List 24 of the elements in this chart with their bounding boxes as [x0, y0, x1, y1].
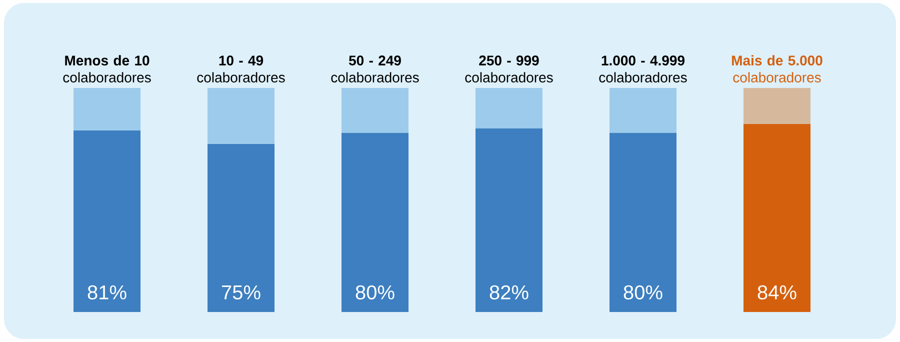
bar	[476, 88, 542, 128]
bar	[743, 88, 810, 124]
bar	[610, 88, 676, 133]
x-tick-label: 10 - 49 colaboradores	[197, 56, 285, 82]
data-label: 80%	[356, 285, 394, 300]
bar	[476, 128, 542, 312]
data-label: 82%	[490, 285, 528, 300]
bar	[208, 88, 275, 144]
bar	[743, 124, 810, 312]
bar	[74, 88, 141, 131]
x-tick-label: 50 - 249 colaboradores	[331, 56, 419, 82]
x-tick-label: 1.000 - 4.999 colaboradores	[599, 56, 687, 82]
data-label: 81%	[88, 285, 126, 300]
bar	[610, 132, 676, 312]
bar	[74, 130, 141, 312]
data-label: 84%	[758, 285, 796, 300]
x-tick-label: Menos de 10 colaboradores	[63, 55, 151, 82]
x-tick-label: 250 - 999 colaboradores	[465, 56, 553, 82]
data-label: 75%	[222, 285, 260, 300]
bar	[342, 88, 409, 133]
bar	[342, 132, 409, 312]
bar	[208, 144, 275, 312]
x-tick-label: Mais de 5.000 colaboradores	[732, 55, 822, 82]
data-label: 80%	[624, 285, 662, 300]
